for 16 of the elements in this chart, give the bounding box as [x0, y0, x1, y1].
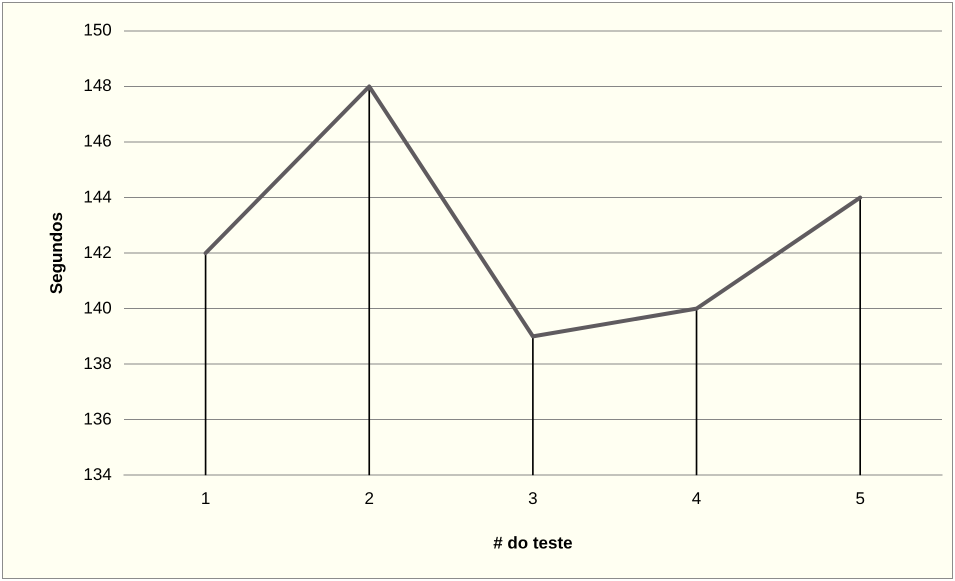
y-tick-label: 136 [83, 409, 112, 428]
y-tick-label: 150 [83, 20, 112, 40]
x-tick-label: 2 [364, 489, 374, 508]
x-tick-label: 1 [200, 489, 210, 508]
y-tick-label: 148 [83, 76, 112, 96]
y-tick-label: 138 [83, 354, 112, 373]
x-tick-label: 3 [528, 489, 538, 508]
y-axis-title: Segundos [46, 212, 66, 294]
y-tick-label: 134 [83, 464, 112, 484]
x-tick-label: 5 [855, 489, 865, 508]
y-tick-label: 142 [83, 242, 112, 262]
y-tick-label: 144 [83, 187, 112, 206]
y-tick-label: 146 [83, 132, 112, 151]
y-tick-label: 140 [83, 298, 112, 318]
x-tick-label: 4 [692, 489, 702, 508]
x-axis-title: # do teste [493, 533, 573, 552]
